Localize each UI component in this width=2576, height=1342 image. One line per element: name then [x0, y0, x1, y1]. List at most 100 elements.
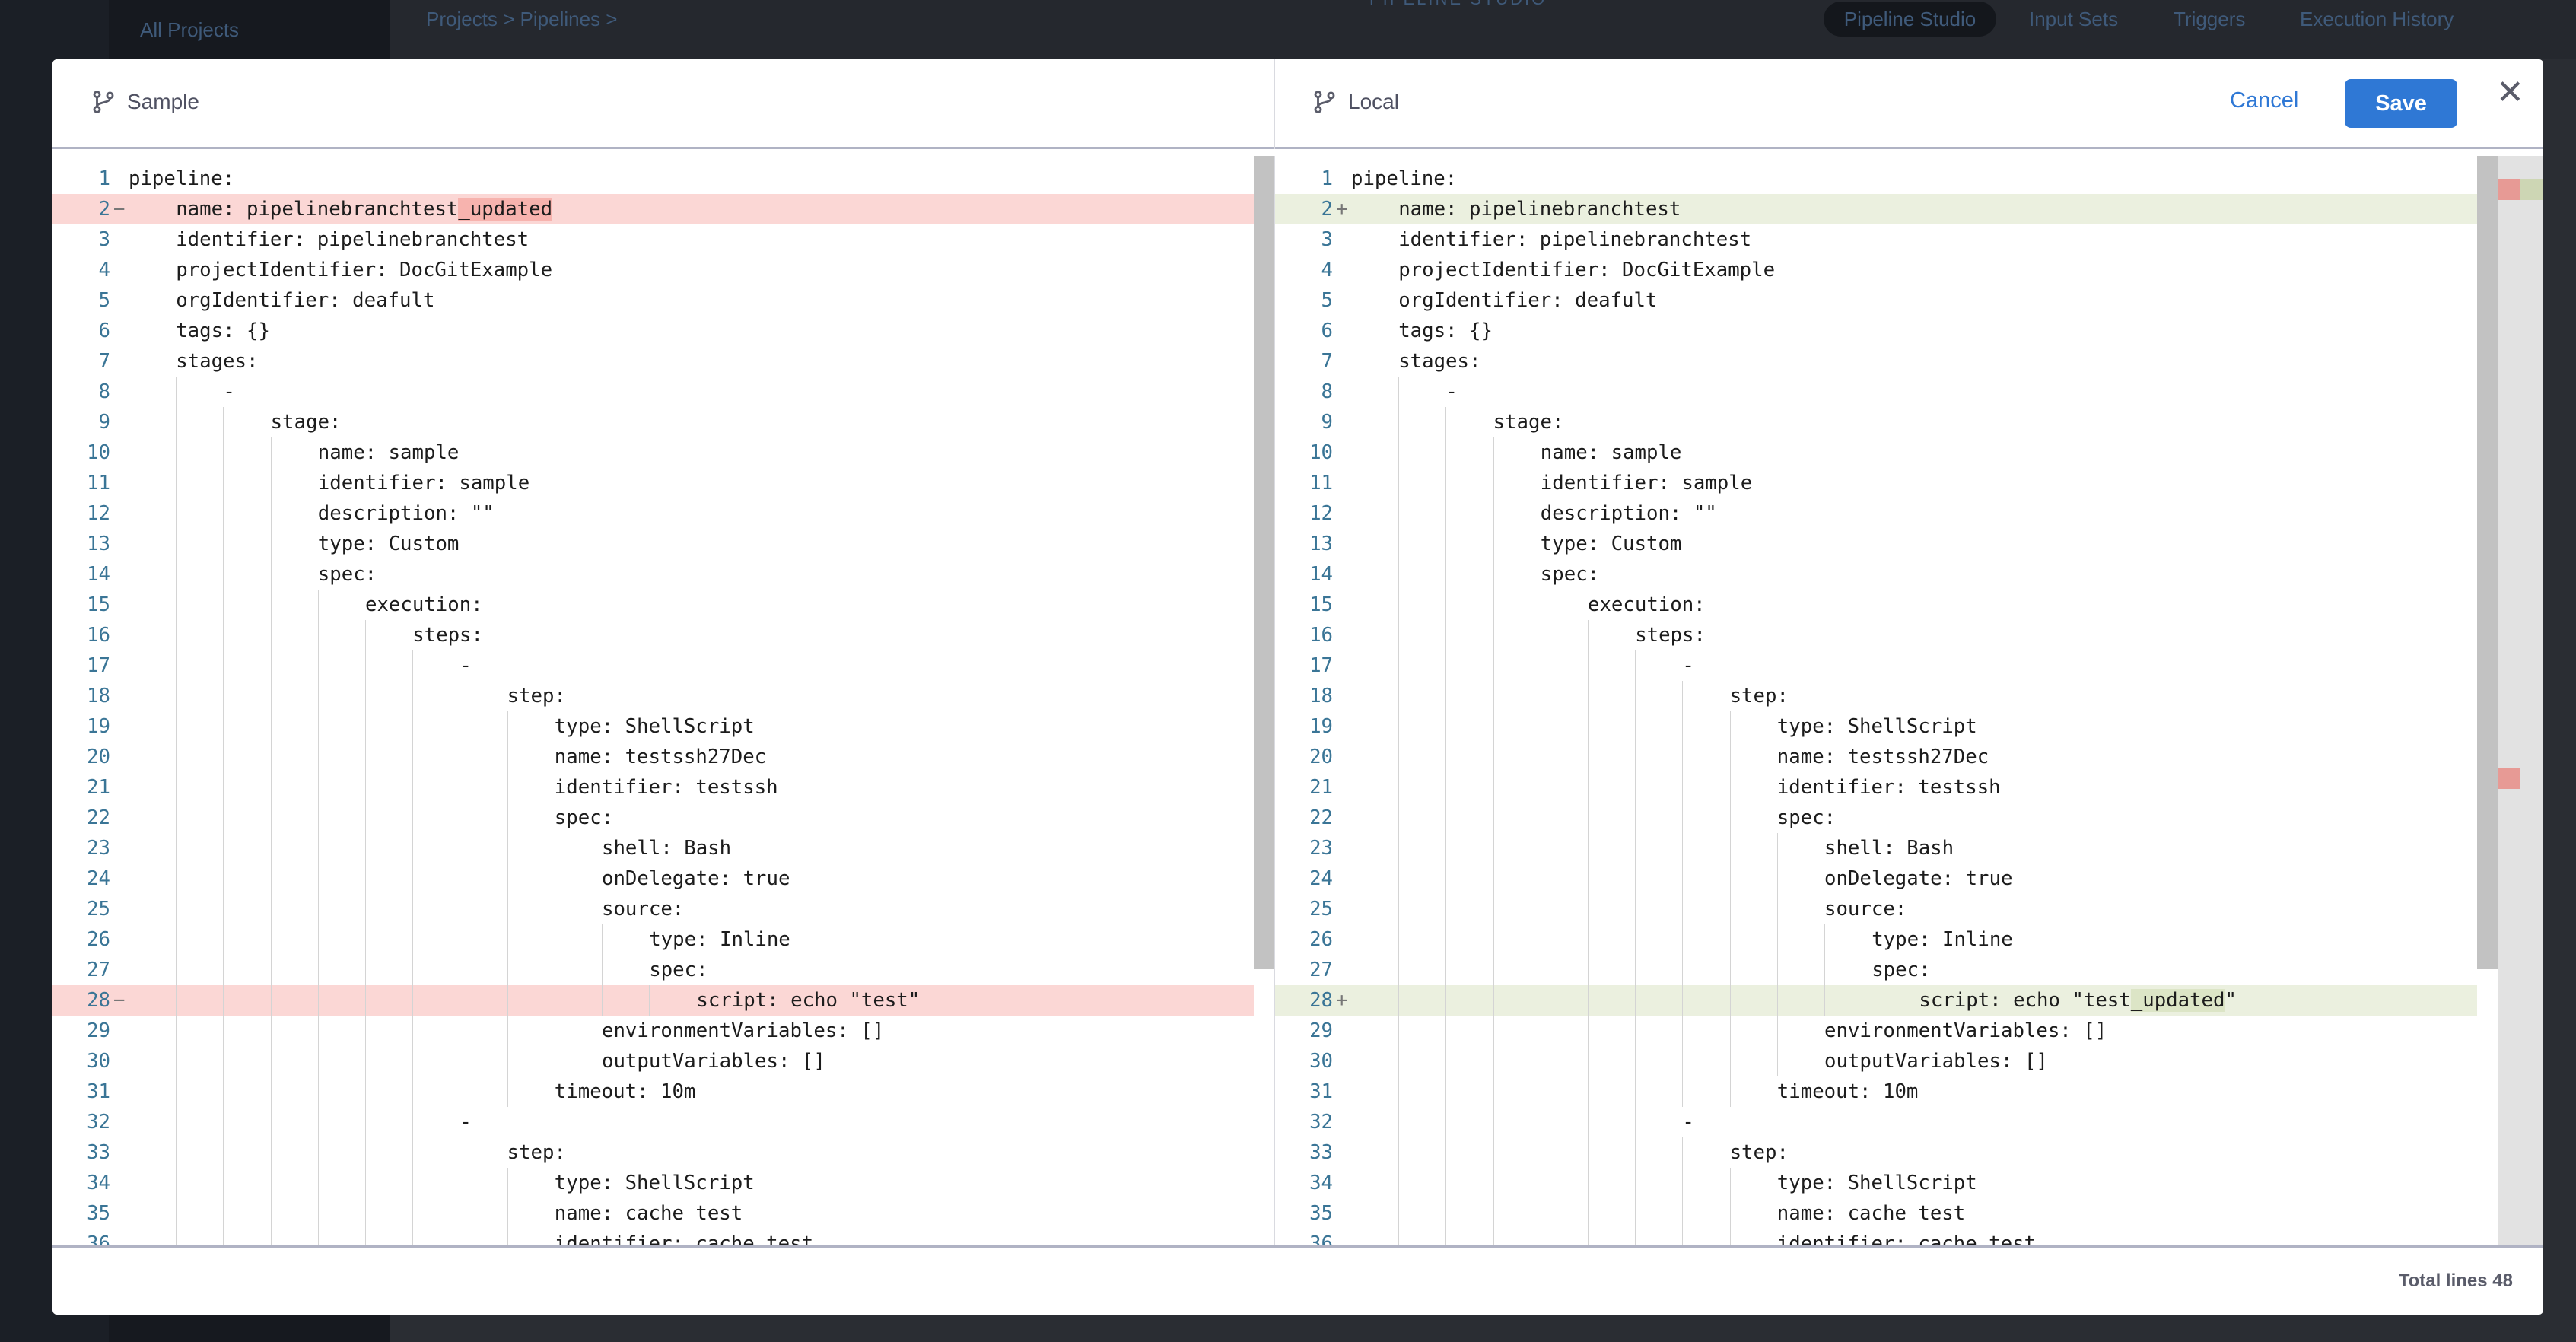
indent-guide	[1493, 1168, 1494, 1198]
indent-guide	[270, 833, 272, 863]
indent-guide	[223, 681, 224, 711]
line-number: 26	[87, 928, 110, 951]
indent-guide	[176, 407, 177, 437]
indent-guide	[1493, 894, 1494, 924]
indent-guide	[1445, 1016, 1447, 1046]
indent-guide	[412, 833, 414, 863]
code-segment: projectIdentifier: DocGitExample	[176, 259, 553, 281]
code-line: 24 onDelegate: true	[1275, 863, 2543, 894]
indent-guide	[270, 1076, 272, 1107]
indent-guide	[1635, 985, 1636, 1016]
indent-guide	[1398, 498, 1400, 529]
indent-guide	[1682, 924, 1684, 955]
indent-guide	[1445, 924, 1447, 955]
indent-guide	[365, 803, 366, 833]
code-line: 17 -	[1275, 650, 2543, 681]
indent-guide	[412, 772, 414, 803]
code-segment: type: Inline	[1872, 928, 2013, 951]
indent-guide	[270, 1137, 272, 1168]
indent-guide	[176, 1137, 177, 1168]
ruler-change-marker	[2498, 179, 2520, 200]
code-line: 36 identifier: cache_test	[52, 1229, 1274, 1245]
line-number: 13	[1309, 533, 1333, 555]
modified-editor[interactable]: 1 pipeline: 2 + name: pipelinebranchtest 3 ide…	[1275, 156, 2543, 1245]
indent-guide	[1682, 1046, 1684, 1076]
indent-guide	[1398, 1137, 1400, 1168]
overview-ruler[interactable]	[2498, 156, 2543, 1245]
removed-line: 28− script: echo "test"	[52, 985, 1254, 1016]
code-line: 16 steps:	[52, 620, 1274, 650]
indent-guide	[365, 711, 366, 742]
all-projects-label[interactable]: All Projects	[140, 18, 240, 41]
indent-guide	[223, 1198, 224, 1229]
total-lines: Total lines 48	[2398, 1270, 2513, 1291]
indent-guide	[1682, 1229, 1684, 1245]
code-segment: stage:	[270, 411, 342, 434]
close-icon[interactable]: ✕	[2496, 74, 2524, 111]
code-text: execution:	[1588, 590, 1706, 620]
indent-guide	[176, 437, 177, 468]
right-scrollbar[interactable]	[2477, 156, 2498, 969]
indent-guide	[1682, 1016, 1684, 1046]
indent-guide	[412, 924, 414, 955]
tab-execution-history[interactable]: Execution History	[2300, 8, 2454, 30]
indent-guide	[1398, 924, 1400, 955]
cancel-button[interactable]: Cancel	[2230, 88, 2299, 113]
indent-guide	[1398, 833, 1400, 863]
indent-guide	[1682, 985, 1684, 1016]
code-segment: tags: {}	[176, 320, 270, 342]
line-number: 9	[98, 411, 110, 434]
indent-guide	[317, 1046, 319, 1076]
indent-guide	[1776, 924, 1778, 955]
indent-guide	[1635, 1137, 1636, 1168]
indent-guide	[1493, 1107, 1494, 1137]
indent-guide	[602, 985, 603, 1016]
indent-guide	[365, 1016, 366, 1046]
indent-guide	[1493, 620, 1494, 650]
indent-guide	[270, 711, 272, 742]
indent-guide	[1729, 1046, 1731, 1076]
indent-guide	[1445, 437, 1447, 468]
line-number: 12	[1309, 502, 1333, 525]
indent-guide	[270, 1107, 272, 1137]
code-text: name: pipelinebranchtest_updated	[176, 194, 553, 224]
minus-icon: −	[113, 198, 126, 221]
code-segment: step:	[507, 685, 566, 708]
code-text: -	[1682, 650, 1693, 681]
code-line: 23 shell: Bash	[1275, 833, 2543, 863]
code-text: name: pipelinebranchtest	[1398, 194, 1681, 224]
line-number: 20	[87, 746, 110, 768]
indent-guide	[1635, 924, 1636, 955]
left-scrollbar[interactable]	[1254, 156, 1274, 969]
code-text: name: cache test	[1777, 1198, 1965, 1229]
indent-guide	[365, 742, 366, 772]
indent-guide	[1493, 772, 1494, 803]
code-text: projectIdentifier: DocGitExample	[176, 255, 552, 285]
indent-guide	[317, 650, 319, 681]
indent-guide	[317, 833, 319, 863]
indent-guide	[1398, 742, 1400, 772]
code-segment: identifier: testssh	[1776, 776, 2001, 799]
tab-input-sets[interactable]: Input Sets	[2029, 8, 2119, 30]
code-text: orgIdentifier: deafult	[1398, 285, 1657, 316]
breadcrumb[interactable]: Projects > Pipelines >	[426, 8, 618, 30]
indent-guide	[1635, 742, 1636, 772]
tab-triggers[interactable]: Triggers	[2174, 8, 2246, 30]
original-editor[interactable]: 1 pipeline: 2− name: pipelinebranchtest_upd…	[52, 156, 1274, 1245]
code-segment: type: ShellScript	[554, 1172, 755, 1194]
code-segment: stages:	[176, 350, 259, 373]
code-line: 24 onDelegate: true	[52, 863, 1274, 894]
code-line: 12 description: ""	[1275, 498, 2543, 529]
indent-guide	[1445, 620, 1447, 650]
line-number: 2	[98, 198, 110, 221]
indent-guide	[223, 894, 224, 924]
code-line: 5 orgIdentifier: deafult	[1275, 285, 2543, 316]
indent-guide	[1445, 894, 1447, 924]
save-button[interactable]: Save	[2345, 79, 2457, 128]
indent-guide	[176, 377, 177, 407]
tab-pipeline-studio[interactable]: Pipeline Studio	[1824, 2, 1996, 37]
code-text: type: ShellScript	[555, 1168, 755, 1198]
code-line: 8-	[1275, 377, 2543, 407]
indent-guide	[1445, 1137, 1447, 1168]
indent-guide	[412, 955, 414, 985]
